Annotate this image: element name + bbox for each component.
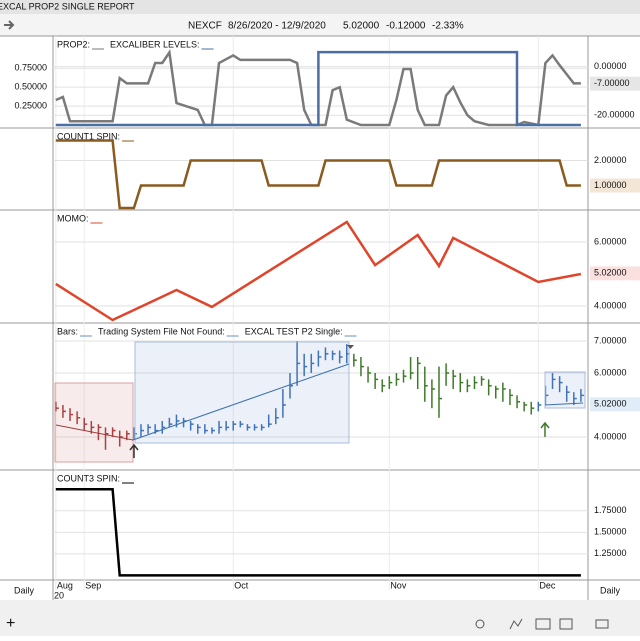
y-tick-label: 6.00000: [594, 367, 627, 377]
title-bar: [0, 0, 640, 14]
x-tick-label: Nov: [390, 580, 407, 590]
annotations: [54, 341, 586, 463]
trend-line: [544, 402, 584, 406]
series-line: [55, 48, 581, 127]
y-tick-label: 4.00000: [594, 431, 627, 441]
series-line: [55, 487, 581, 577]
change-pct: -2.33%: [432, 21, 464, 32]
year-label: 20: [54, 590, 64, 600]
nav-arrow[interactable]: [4, 20, 15, 30]
chart-icon[interactable]: [509, 618, 523, 630]
x-tick-label: Aug: [57, 580, 73, 590]
last-price: 5.02000: [343, 21, 380, 32]
date-range: 8/26/2020 - 12/9/2020: [228, 21, 326, 32]
buy-arrow: [540, 421, 550, 437]
buy-arrow: [129, 443, 139, 458]
y-tick-label: 1.50000: [594, 527, 627, 537]
shade-blue: [134, 341, 350, 444]
current-value-label: 5.02000: [594, 268, 627, 278]
current-value-box: [590, 266, 640, 281]
x-tick-label: Dec: [539, 580, 556, 590]
toolbar: [0, 14, 640, 36]
legend-label: PROP2:: [57, 39, 90, 49]
legend-label: COUNT1 SPIN:: [57, 131, 120, 141]
period-label: Daily: [14, 585, 35, 595]
y-tick-label: 7.00000: [594, 335, 627, 345]
series-line: [55, 220, 582, 322]
current-value-box: [590, 76, 640, 91]
y-tick-label: 4.00000: [594, 300, 627, 310]
legend-label: Trading System File Not Found:: [98, 326, 225, 336]
y-tick-label: 0.75000: [14, 63, 47, 73]
current-value-label: 1.00000: [594, 180, 627, 190]
y-tick-label: 2.00000: [594, 155, 627, 165]
trend-line: [132, 363, 350, 441]
shade-red: [54, 382, 134, 463]
shade-blue: [544, 371, 586, 409]
add-button[interactable]: +: [6, 615, 15, 632]
current-value-box: [590, 397, 640, 412]
legend-label: Bars:: [57, 326, 78, 336]
y-tick-label: -20.00000: [594, 110, 635, 120]
series-line: [55, 50, 581, 127]
legend-label: COUNT3 SPIN:: [57, 473, 120, 483]
x-tick-label: Sep: [85, 580, 101, 590]
change: -0.12000: [386, 21, 426, 32]
symbol: NEXCF: [188, 21, 222, 32]
y-tick-label: 0.00000: [594, 61, 627, 71]
y-tick-label: 6.00000: [594, 236, 627, 246]
current-value-label: -7.00000: [594, 78, 630, 88]
panel-icon[interactable]: [559, 618, 573, 630]
legend-label: EXCAL TEST P2 Single:: [245, 326, 343, 336]
y-tick-label: 1.75000: [594, 505, 627, 515]
toolbar-icons: [475, 618, 609, 630]
window-icon[interactable]: [595, 619, 609, 629]
y-tick-label: 0.50000: [14, 82, 47, 92]
current-value-label: 5.02000: [594, 399, 627, 409]
marker: [347, 345, 354, 349]
search-icon[interactable]: [475, 619, 485, 629]
legend-label: MOMO:: [57, 213, 89, 223]
panels: Aug Sep Oct Nov Dec 20 Daily Daily 0.25000 0.5000…: [0, 35, 640, 600]
y-tick-label: 1.25000: [594, 548, 627, 558]
x-tick-label: Oct: [234, 580, 249, 590]
current-value-box: [590, 178, 640, 193]
series-line: [55, 139, 581, 210]
legend-label: EXCALIBER LEVELS:: [110, 39, 200, 49]
trend-line: [55, 424, 134, 441]
bars-icon[interactable]: [535, 618, 551, 630]
window-title: EXCAL PROP2 SINGLE REPORT: [0, 1, 135, 11]
y-tick-label: 0.25000: [14, 100, 47, 110]
period-label: Daily: [600, 585, 621, 595]
status-bar: [0, 600, 640, 636]
